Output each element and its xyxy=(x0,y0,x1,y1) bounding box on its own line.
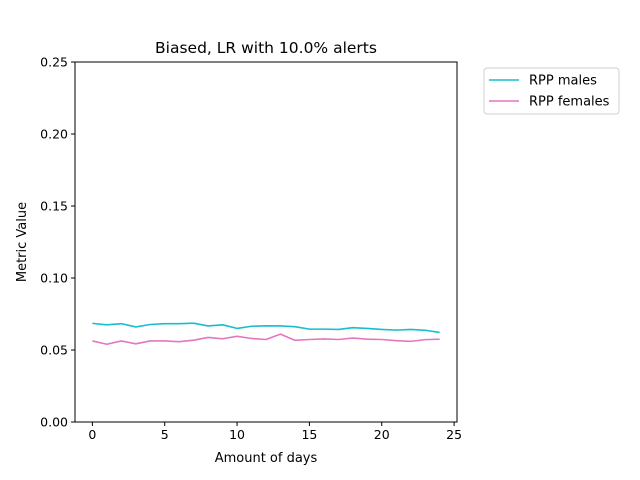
series-line-1 xyxy=(92,333,440,346)
y-tick-label: 0.25 xyxy=(40,55,68,70)
plot-frame xyxy=(74,61,458,423)
x-tick-label: 25 xyxy=(446,427,462,442)
y-axis: 0.00 0.05 0.10 0.15 0.20 0.25 xyxy=(40,55,75,430)
x-axis: 0 5 10 15 20 25 xyxy=(88,422,462,442)
legend-label-0: RPP males xyxy=(529,74,597,89)
chart-title: Biased, LR with 10.0% alerts xyxy=(155,39,377,57)
x-tick-label: 20 xyxy=(374,427,390,442)
y-tick-label: 0.05 xyxy=(40,343,68,358)
x-tick-label: 15 xyxy=(301,427,317,442)
legend-label-1: RPP females xyxy=(529,95,610,110)
legend: RPP males RPP females xyxy=(483,67,620,115)
plot-area xyxy=(74,61,458,423)
y-tick-label: 0.00 xyxy=(40,415,68,430)
y-tick-label: 0.20 xyxy=(40,127,68,142)
x-tick-label: 5 xyxy=(161,427,169,442)
x-tick-label: 0 xyxy=(88,427,96,442)
series-line-0 xyxy=(92,322,440,334)
x-tick-label: 10 xyxy=(229,427,245,442)
x-axis-title: Amount of days xyxy=(215,451,318,466)
y-tick-label: 0.10 xyxy=(40,271,68,286)
y-axis-title: Metric Value xyxy=(15,202,30,282)
y-tick-label: 0.15 xyxy=(40,199,68,214)
